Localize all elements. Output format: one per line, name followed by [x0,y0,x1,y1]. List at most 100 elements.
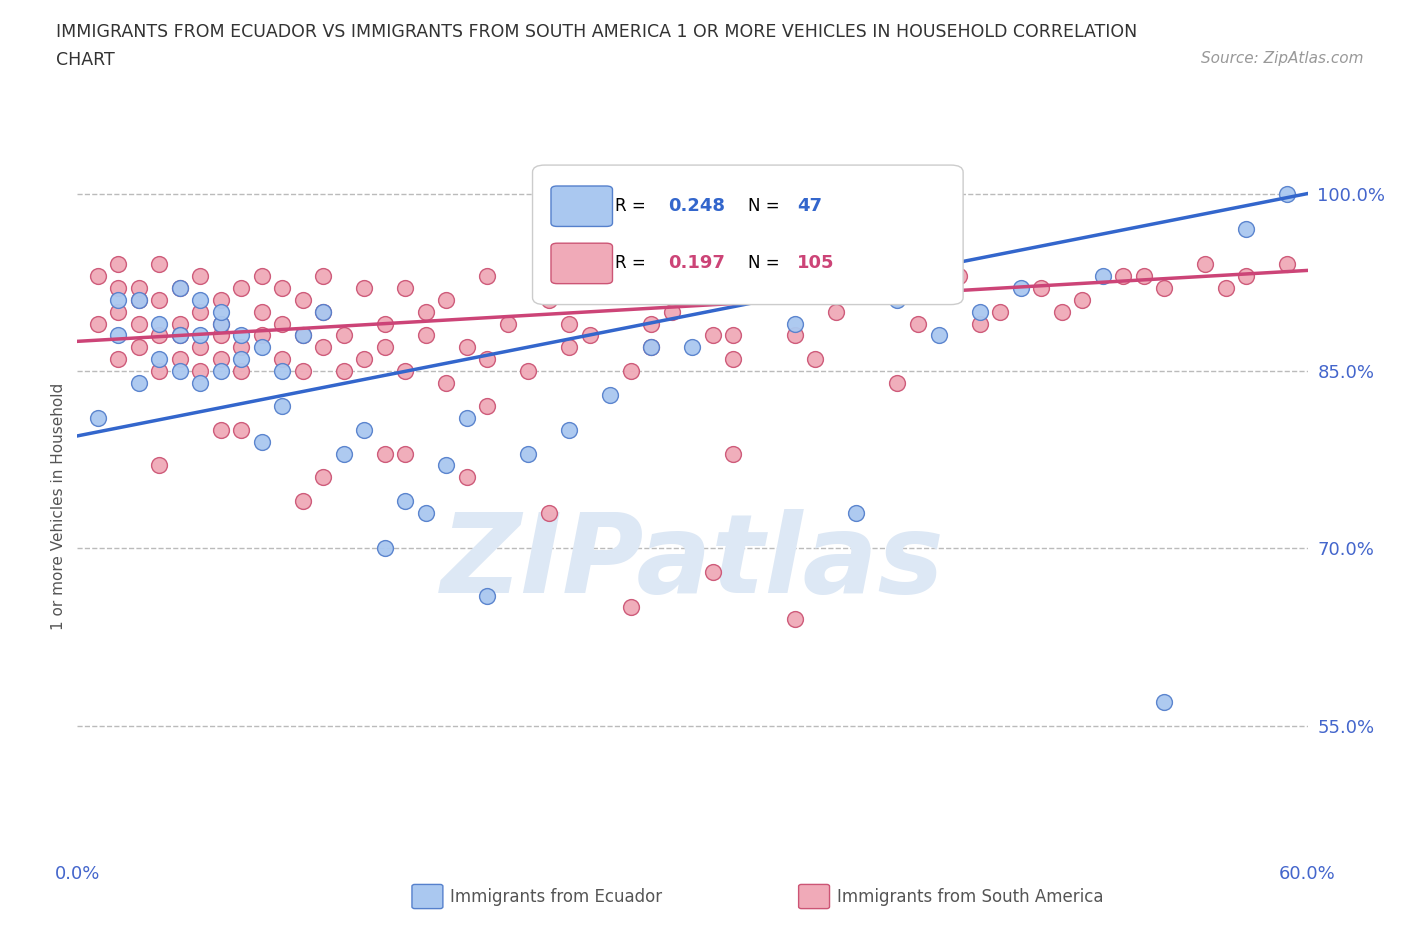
Point [682,339,704,354]
Point [783,316,806,331]
Point [188,364,212,379]
Point [436,293,458,308]
Point [374,540,396,555]
Point [271,281,294,296]
Point [209,364,232,379]
Point [250,434,273,449]
Point [353,281,375,296]
Point [87,316,110,331]
Point [886,293,908,308]
Point [148,293,170,308]
Point [1029,281,1052,296]
Point [661,304,683,319]
Text: R =: R = [614,196,651,215]
Point [128,293,150,308]
Point [537,293,560,308]
Point [599,387,621,402]
FancyBboxPatch shape [551,244,613,284]
Text: CHART: CHART [56,51,115,69]
Point [209,293,232,308]
Point [477,399,499,414]
Point [169,352,191,366]
Point [394,364,416,379]
Point [436,458,458,473]
FancyBboxPatch shape [551,186,613,227]
Point [188,293,212,308]
Point [231,352,253,366]
Point [558,339,581,354]
Point [231,281,253,296]
Point [477,352,499,366]
Y-axis label: 1 or more Vehicles in Household: 1 or more Vehicles in Household [51,383,66,631]
Point [209,304,232,319]
Point [702,565,724,579]
Text: 47: 47 [797,196,823,215]
Point [969,316,991,331]
Point [804,352,827,366]
Point [723,446,745,461]
Point [107,293,129,308]
Point [640,339,662,354]
Point [271,364,294,379]
Point [169,364,191,379]
Point [169,281,191,296]
Point [209,352,232,366]
Point [271,352,294,366]
Point [291,364,314,379]
Point [783,328,806,343]
Point [250,269,273,284]
Point [436,376,458,391]
Point [394,494,416,509]
Point [948,269,970,284]
Point [107,257,129,272]
Point [169,281,191,296]
Text: N =: N = [748,254,785,272]
Point [969,304,991,319]
Point [353,352,375,366]
Point [907,316,929,331]
Point [1071,293,1094,308]
Point [148,257,170,272]
Text: N =: N = [748,196,785,215]
Point [1234,269,1257,284]
Point [1112,269,1135,284]
Point [291,328,314,343]
Point [128,293,150,308]
Point [148,328,170,343]
Point [1153,695,1175,710]
Point [374,446,396,461]
Point [188,269,212,284]
Point [517,364,540,379]
Point [579,328,602,343]
Point [886,376,908,391]
Point [209,316,232,331]
Point [1275,257,1298,272]
Point [312,269,335,284]
Point [1153,281,1175,296]
Point [456,411,478,426]
Point [128,281,150,296]
Point [128,339,150,354]
Point [271,316,294,331]
Point [682,269,704,284]
Point [394,446,416,461]
Point [988,304,1011,319]
Point [558,316,581,331]
Point [1234,221,1257,236]
Point [456,470,478,485]
Point [148,352,170,366]
Text: 105: 105 [797,254,835,272]
Point [169,328,191,343]
Point [517,446,540,461]
Point [209,316,232,331]
Point [231,422,253,437]
Point [333,446,356,461]
Point [87,269,110,284]
Point [148,364,170,379]
Point [394,281,416,296]
Point [845,505,868,520]
Point [87,411,110,426]
Point [1132,269,1154,284]
Point [188,376,212,391]
Point [107,328,129,343]
